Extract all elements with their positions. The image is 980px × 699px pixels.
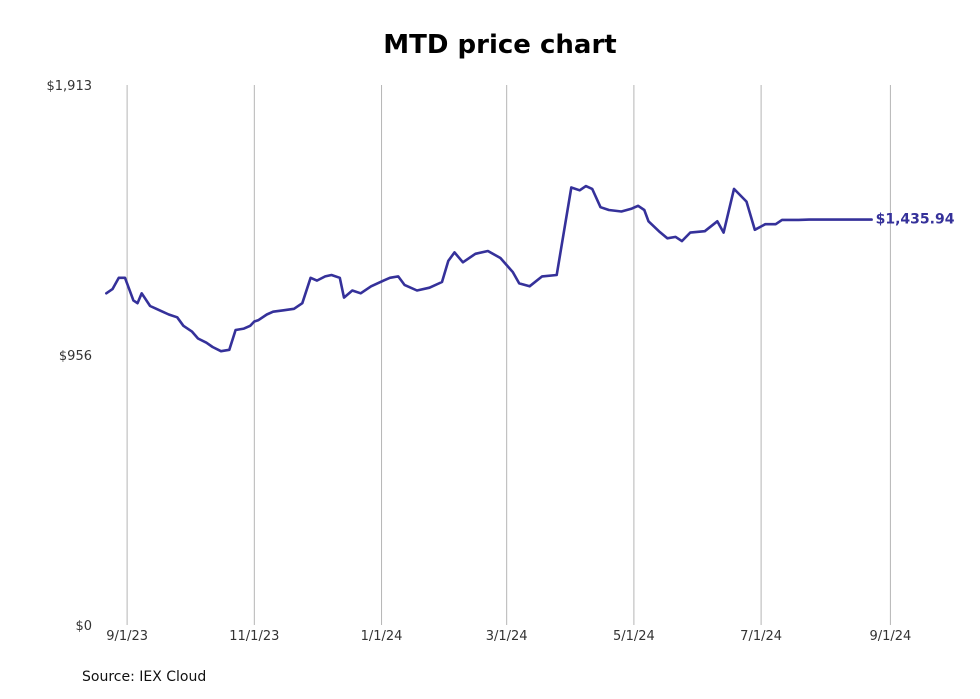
x-tick-label-3: 3/1/24 [486, 629, 528, 644]
x-tick-label-6: 9/1/24 [869, 629, 911, 644]
last-value-label: $1,435.94 [876, 212, 955, 228]
x-tick-label-0: 9/1/23 [106, 629, 148, 644]
x-tick-label-5: 7/1/24 [740, 629, 782, 644]
x-axis: 9/1/23 11/1/23 1/1/24 3/1/24 5/1/24 7/1/24 9/1… [106, 629, 911, 644]
price-line-0 [105, 184, 873, 353]
y-tick-label-0: $0 [75, 619, 92, 634]
y-tick-label-2: $1,913 [47, 79, 93, 94]
chart-title: MTD price chart [383, 30, 617, 60]
x-tick-label-2: 1/1/24 [361, 629, 403, 644]
x-tick-label-4: 5/1/24 [613, 629, 655, 644]
source-note: Source: IEX Cloud [82, 669, 207, 685]
x-tick-label-1: 11/1/23 [229, 629, 279, 644]
y-axis: $0 $956 $1,913 [47, 79, 93, 634]
y-tick-label-1: $956 [59, 349, 92, 364]
grid-layer [126, 85, 891, 625]
series-layer: $1,435.94 [105, 184, 955, 353]
